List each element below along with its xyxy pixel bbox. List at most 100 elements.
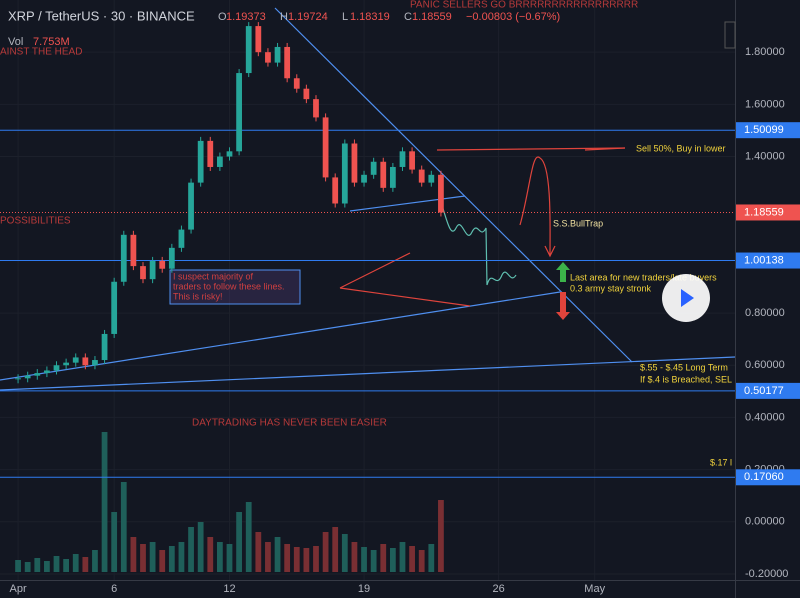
y-tick-label: 0.40000	[745, 411, 785, 423]
annotation: 0.3 army stay stronk	[570, 283, 652, 293]
y-tick-label: 0.60000	[745, 359, 785, 371]
candle	[313, 99, 319, 118]
volume-bar	[63, 559, 70, 572]
ohlc-value: 1.18559	[412, 11, 452, 23]
volume-bar	[101, 432, 108, 572]
y-tick-label: 1.40000	[745, 150, 785, 162]
candle	[389, 166, 396, 188]
level-label-box	[736, 122, 800, 139]
annotation: POSSIBILITIES	[0, 216, 71, 227]
level-label: 1.50099	[744, 124, 784, 136]
candle	[438, 174, 444, 213]
candle	[101, 333, 108, 361]
x-tick-label: 6	[111, 583, 117, 595]
volume-bar	[207, 537, 214, 572]
candle	[92, 360, 98, 366]
volume-bar	[341, 534, 348, 572]
arrow-line	[584, 147, 626, 151]
volume-bar	[389, 548, 396, 572]
volume-bar	[361, 547, 367, 572]
candle	[428, 174, 435, 183]
candle	[293, 78, 300, 89]
volume-bar	[245, 502, 252, 572]
volume-bar	[284, 544, 291, 572]
grid	[0, 0, 735, 580]
y-tick-label: -0.20000	[745, 568, 788, 580]
volume-bar	[111, 512, 118, 572]
candle	[274, 46, 281, 63]
candle	[341, 143, 348, 204]
level-label-box	[736, 469, 800, 486]
x-tick-label: May	[584, 583, 605, 595]
candles	[15, 22, 444, 384]
y-tick-label: 1.60000	[745, 98, 785, 110]
candle	[226, 151, 233, 157]
ohlc-label: C	[404, 11, 412, 23]
volume-bar	[197, 522, 204, 572]
volume-bar	[370, 550, 377, 572]
candle	[361, 174, 367, 183]
candle	[245, 26, 252, 74]
candle	[236, 73, 242, 152]
candle	[370, 161, 377, 175]
volume-bar	[265, 542, 271, 572]
annotation: If $.4 is Breached, SEL	[640, 374, 732, 384]
arrow-line	[436, 147, 626, 151]
volume-value: 7.753M	[33, 36, 70, 48]
volume-bar	[140, 544, 146, 572]
candle	[15, 378, 21, 380]
ohlc-value: 1.18319	[350, 11, 390, 23]
volume-bar	[149, 542, 156, 572]
level-label: 0.50177	[744, 385, 784, 397]
volume-bar	[72, 554, 79, 572]
trendline	[349, 195, 466, 212]
volume	[15, 432, 444, 572]
volume-bar	[120, 482, 127, 572]
candle	[284, 46, 291, 79]
candle	[380, 161, 387, 188]
annotation: $.55 - $.45 Long Term	[640, 362, 728, 372]
candle	[63, 362, 70, 366]
ohlc-value: 1.19724	[288, 11, 328, 23]
candle	[82, 357, 89, 366]
volume-bar	[322, 532, 329, 572]
symbol: XRP / TetherUS · 30 · BINANCE	[8, 8, 195, 23]
candle	[188, 182, 194, 230]
candle	[197, 140, 204, 183]
volume-bar	[168, 546, 175, 572]
volume-bar	[226, 544, 233, 572]
y-tick-label: 0.00000	[745, 516, 785, 528]
annotation: $.17 l	[710, 457, 732, 467]
trendline	[274, 7, 633, 363]
volume-bar	[409, 546, 415, 572]
ohlc-label: H	[280, 11, 288, 23]
projection-path	[439, 199, 517, 286]
volume-bar	[92, 550, 98, 572]
volume-bar	[351, 542, 358, 572]
volume-bar	[303, 548, 310, 572]
candle	[207, 140, 214, 167]
y-tick-label: 1.80000	[745, 46, 785, 58]
annotation: This is risky!	[173, 291, 223, 301]
x-tick-label: 12	[223, 583, 235, 595]
volume-bar	[34, 558, 41, 572]
drawings	[0, 7, 735, 391]
play-icon	[681, 289, 694, 307]
volume-bar	[380, 544, 387, 572]
candle	[140, 266, 146, 280]
play-button[interactable]	[662, 274, 710, 322]
ohlc-label: L	[342, 11, 348, 23]
pane-button[interactable]	[724, 21, 736, 49]
volume-bar	[130, 537, 137, 572]
volume-bar	[399, 542, 406, 572]
down-arrow	[556, 292, 570, 320]
candle	[332, 177, 339, 204]
volume-bar	[178, 542, 185, 572]
candle	[149, 260, 156, 280]
volume-bar	[293, 547, 300, 572]
candle	[399, 151, 406, 167]
legend-header: XRP / TetherUS · 30 · BINANCE Vol 7.753M…	[8, 8, 560, 47]
annotation: S.S.BullTrap	[553, 218, 603, 228]
plot: PANIC SELLERS GO BRRRRRRRRRRRRRRRRR AINS…	[0, 0, 735, 478]
pointer-line	[339, 287, 471, 307]
